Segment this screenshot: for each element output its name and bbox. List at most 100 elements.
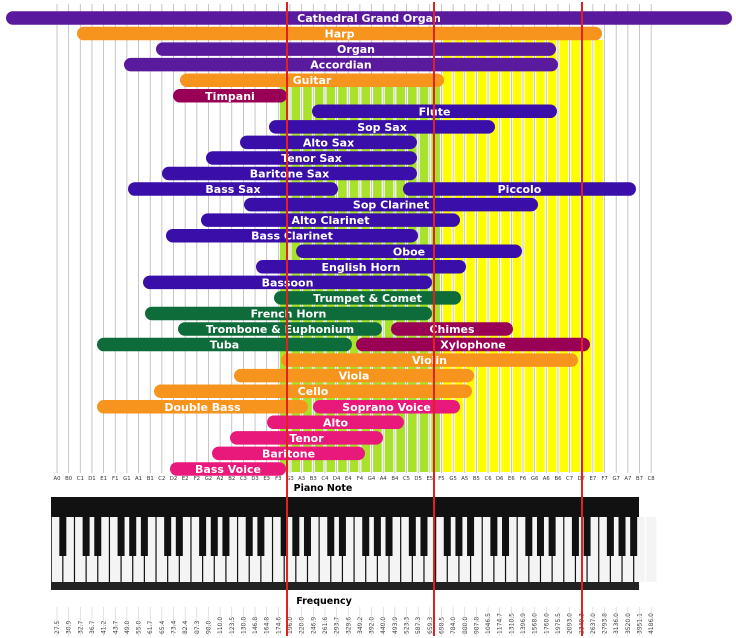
instrument-label: French Horn <box>251 307 327 320</box>
instrument-bar: Tenor <box>230 431 383 445</box>
frequency-tick-label: 41.2 <box>101 620 108 634</box>
black-key <box>385 517 393 556</box>
black-key <box>455 517 463 556</box>
black-key <box>82 517 90 556</box>
white-key <box>191 517 203 582</box>
instrument-bar: Alto <box>267 415 404 429</box>
frequency-tick-label: 1046.5 <box>485 613 492 634</box>
instrument-label: Tenor <box>289 432 324 445</box>
instrument-bar: Alto Clarinet <box>201 213 460 227</box>
frequency-tick-label: 32.7 <box>77 620 84 634</box>
frequency-tick-label: 440.0 <box>380 617 387 634</box>
instrument-range-bar <box>230 431 383 445</box>
white-key <box>471 517 482 582</box>
instrument-range-bar <box>296 244 522 258</box>
note-tick-label: G2 <box>205 476 212 482</box>
instrument-label: Bass Sax <box>205 183 260 196</box>
instrument-label: Soprano Voice <box>342 401 431 414</box>
instrument-bar: Soprano Voice <box>313 400 460 414</box>
black-key <box>373 517 381 556</box>
instrument-label: Guitar <box>293 74 332 87</box>
white-key <box>354 517 366 582</box>
white-key <box>226 517 237 582</box>
frequency-tick-label: 130.8 <box>240 617 247 634</box>
high-zone-stripe <box>594 40 604 472</box>
instrument-bar: Baritone Sax <box>162 166 417 181</box>
white-key <box>377 517 389 582</box>
frequency-tick-label: 523.3 <box>404 617 411 634</box>
black-key <box>502 517 510 556</box>
instrument-range-bar <box>178 322 382 336</box>
instrument-range-bar <box>403 182 636 196</box>
instrument-range-bar <box>281 353 578 367</box>
frequency-tick-label: 3951.1 <box>637 613 644 634</box>
high-zone-stripe <box>536 40 545 472</box>
instrument-bar: Sop Clarinet <box>244 197 538 212</box>
white-key <box>529 517 540 582</box>
instrument-range-bar <box>77 26 602 41</box>
black-key <box>140 517 148 556</box>
instrument-range-bar <box>256 260 466 274</box>
white-key <box>179 517 191 582</box>
instrument-label: Harp <box>325 28 355 41</box>
instrument-range-bar <box>173 89 287 103</box>
instrument-label: Bass Voice <box>195 463 261 476</box>
frequency-tick-label: 1568.0 <box>532 613 539 634</box>
note-tick-label: F6 <box>520 476 527 482</box>
frequency-tick-label: 2637.0 <box>590 613 597 634</box>
black-key <box>525 517 533 556</box>
high-zone-stripe <box>547 40 557 472</box>
note-tick-label: F2 <box>194 476 200 482</box>
black-key <box>583 517 591 556</box>
note-tick-label: C8 <box>648 476 656 482</box>
frequency-tick-label: 349.2 <box>357 617 364 634</box>
white-key <box>63 517 74 582</box>
black-key <box>362 517 370 556</box>
frequency-tick-label: 164.8 <box>264 617 271 634</box>
instrument-range-bar <box>313 400 460 414</box>
frequency-tick-label: 87.3 <box>194 620 201 634</box>
black-key <box>443 517 451 556</box>
instrument-label: Trombone & Euphonium <box>206 323 354 336</box>
white-key <box>214 517 226 582</box>
note-tick-label: A6 <box>543 476 551 482</box>
white-key <box>412 517 424 582</box>
note-tick-label: A1 <box>135 476 142 482</box>
note-tick-label: C1 <box>77 476 84 482</box>
note-tick-label: B0 <box>65 476 73 482</box>
white-key <box>319 517 331 582</box>
black-key <box>175 517 183 556</box>
instrument-bar: Bass Sax <box>128 182 338 196</box>
black-key <box>245 517 253 556</box>
instrument-range-bar <box>166 228 418 243</box>
frequency-tick-label: 329.6 <box>345 617 352 634</box>
black-key <box>630 517 638 556</box>
white-key <box>599 517 610 582</box>
white-key <box>622 517 634 582</box>
white-key <box>587 517 599 582</box>
frequency-tick-label: 146.8 <box>252 617 259 634</box>
note-tick-label: B7 <box>636 476 643 482</box>
instrument-bar: Trumpet & Comet <box>274 291 461 305</box>
note-tick-label: E1 <box>100 476 107 482</box>
instrument-bar: Double Bass <box>97 400 308 414</box>
instrument-label: Double Bass <box>164 401 241 414</box>
instrument-bar: Oboe <box>296 244 522 258</box>
frequency-tick-label: 30.9 <box>66 620 73 634</box>
instrument-range-bar <box>240 135 417 150</box>
instrument-range-bar <box>180 73 444 87</box>
white-key <box>86 517 98 582</box>
white-key <box>494 517 505 582</box>
note-tick-labels: A0 B0 C1 D1 E1 F1 G1 A1 B1 C2 D2 E2 F2 G2 A2 B2 C3 D3 E3 F3… <box>54 476 656 482</box>
frequency-tick-label: 1318.5 <box>508 613 515 634</box>
white-key <box>261 517 272 582</box>
white-key <box>273 517 284 582</box>
note-tick-label: B3 <box>310 476 317 482</box>
note-tick-label: G6 <box>531 476 539 482</box>
frequency-tick-label: 82.4 <box>182 620 189 634</box>
instrument-bar: Guitar <box>180 73 444 87</box>
instrument-bar: Violin <box>281 353 578 367</box>
note-tick-label: C3 <box>240 476 247 482</box>
black-key <box>199 517 207 556</box>
